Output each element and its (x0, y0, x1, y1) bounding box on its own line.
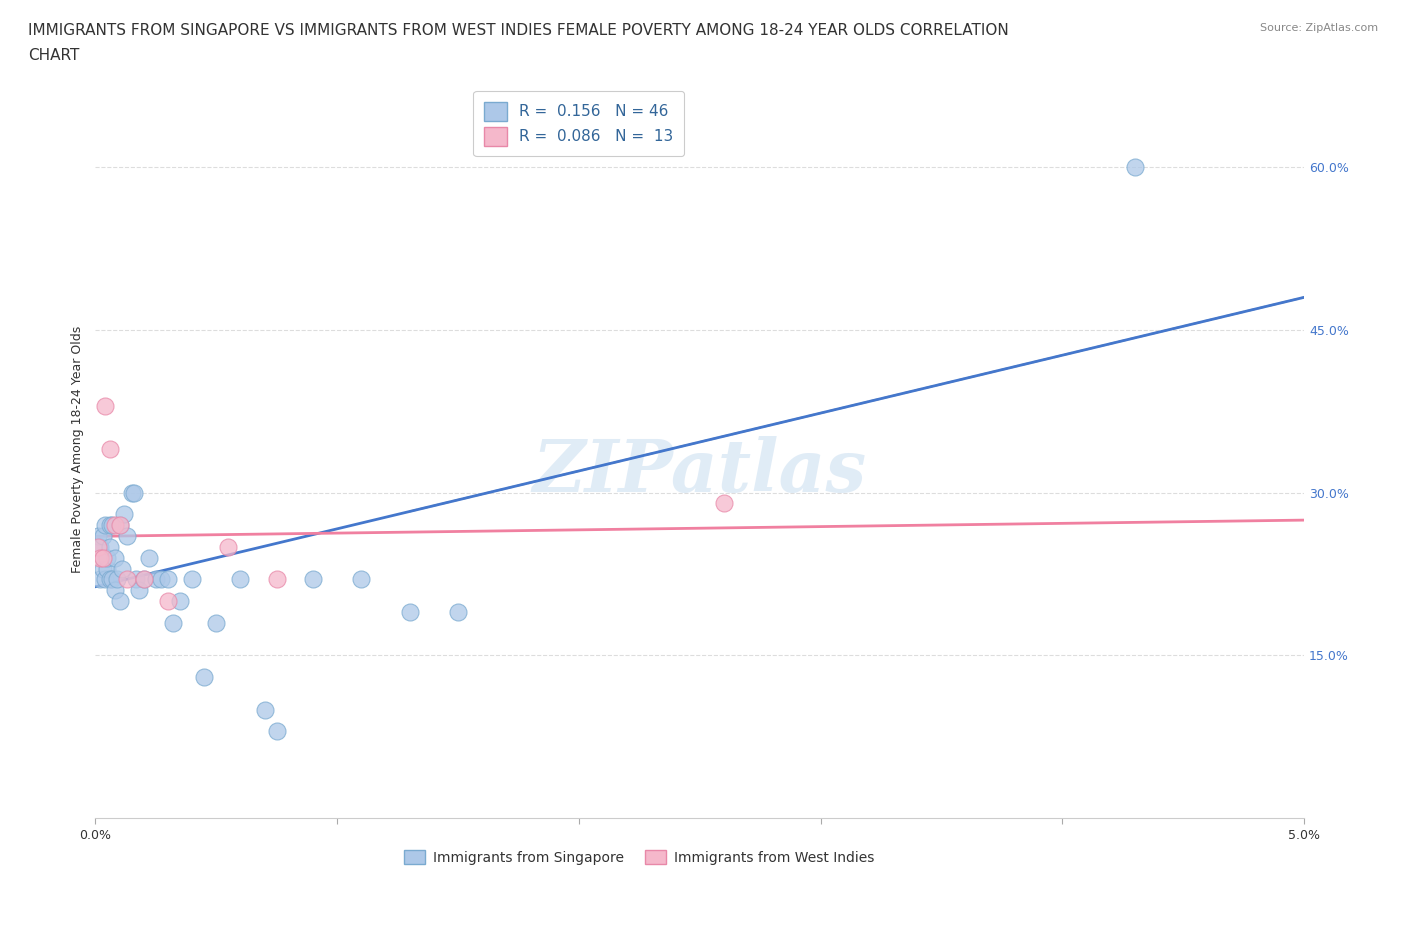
Point (447, 604, 470, 619)
Point (128, 583, 150, 598)
Point (96, 551, 118, 565)
Point (156, 593, 179, 608)
Point (111, 561, 134, 576)
Point (104, 518, 127, 533)
Point (112, 507, 135, 522)
Point (98, 539, 121, 554)
Point (94, 518, 117, 533)
Point (89, 551, 111, 565)
Point (156, 572, 179, 587)
Point (87, 539, 110, 554)
Text: IMMIGRANTS FROM SINGAPORE VS IMMIGRANTS FROM WEST INDIES FEMALE POVERTY AMONG 18: IMMIGRANTS FROM SINGAPORE VS IMMIGRANTS … (28, 23, 1010, 38)
Point (181, 572, 204, 587)
Point (121, 485, 143, 500)
Point (398, 604, 420, 619)
Point (87, 528, 110, 543)
Point (91, 551, 114, 565)
Legend: Immigrants from Singapore, Immigrants from West Indies: Immigrants from Singapore, Immigrants fr… (398, 844, 880, 870)
Point (104, 583, 127, 598)
Point (98, 518, 121, 533)
Point (96, 561, 118, 576)
Point (122, 485, 145, 500)
Point (162, 616, 184, 631)
Point (98, 442, 121, 457)
Point (266, 572, 288, 587)
Point (89, 572, 111, 587)
Point (169, 593, 191, 608)
Point (205, 616, 228, 631)
Point (115, 528, 138, 543)
Point (115, 572, 138, 587)
Point (149, 572, 172, 587)
Point (104, 551, 127, 565)
Point (94, 398, 117, 413)
Point (108, 518, 131, 533)
Point (713, 496, 735, 511)
Point (108, 593, 131, 608)
Point (1123, 159, 1146, 174)
Point (91, 561, 114, 576)
Point (253, 702, 276, 717)
Point (91, 528, 114, 543)
Text: ZIPatlas: ZIPatlas (533, 436, 866, 507)
Point (101, 518, 124, 533)
Point (132, 572, 155, 587)
Point (87, 539, 110, 554)
Point (229, 572, 252, 587)
Point (91, 551, 114, 565)
Point (101, 572, 124, 587)
Point (145, 572, 167, 587)
Point (193, 670, 215, 684)
Point (138, 551, 160, 565)
Text: CHART: CHART (28, 48, 80, 63)
Point (266, 724, 288, 738)
Point (98, 572, 121, 587)
Point (302, 572, 325, 587)
Point (217, 539, 239, 554)
Point (125, 572, 148, 587)
Point (132, 572, 155, 587)
Point (89, 539, 111, 554)
Point (94, 572, 117, 587)
Y-axis label: Female Poverty Among 18-24 Year Olds: Female Poverty Among 18-24 Year Olds (72, 326, 84, 573)
Text: Source: ZipAtlas.com: Source: ZipAtlas.com (1260, 23, 1378, 33)
Point (108, 518, 131, 533)
Point (105, 572, 128, 587)
Point (350, 572, 373, 587)
